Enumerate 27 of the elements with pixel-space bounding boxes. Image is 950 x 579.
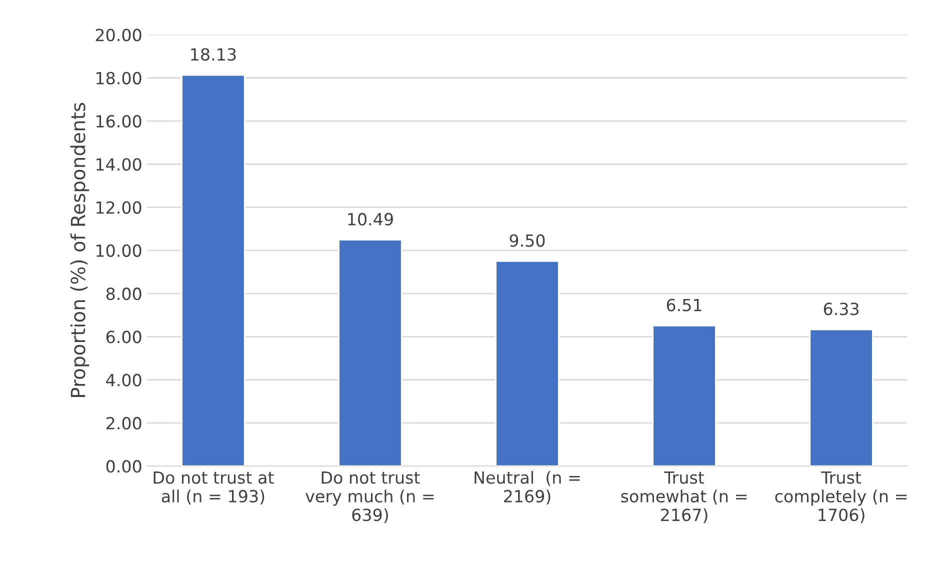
y-tick-label: 20.00	[96, 28, 142, 42]
bar	[652, 324, 716, 466]
data-label: 6.51	[666, 298, 702, 312]
bar	[338, 239, 402, 466]
y-tick-label: 2.00	[106, 416, 142, 430]
y-tick-label: 14.00	[96, 158, 142, 171]
y-tick-label: 10.00	[96, 244, 142, 257]
bar	[495, 260, 560, 466]
data-label: 18.13	[191, 48, 236, 61]
data-label: 6.33	[824, 302, 859, 316]
y-tick-label: 4.00	[106, 374, 142, 386]
x-tick-label: Do not trust very much (n = 639)	[306, 471, 434, 524]
data-label: 10.49	[348, 212, 393, 226]
x-tick-label: Neutral (n = 2169)	[474, 470, 580, 504]
y-tick-label: 8.00	[106, 288, 142, 300]
bar	[809, 328, 874, 466]
y-tick-label: 12.00	[96, 201, 142, 214]
y-axis-title: Proportion (%) of Respondents	[70, 102, 90, 397]
y-tick-label: 0.00	[106, 460, 142, 473]
y-tick-label: 18.00	[96, 72, 142, 84]
bar	[181, 74, 246, 466]
x-tick-label: Trust somewhat (n = 2167)	[621, 471, 746, 524]
x-tick-label: Trust completely (n = 1706)	[775, 471, 907, 524]
y-tick-label: 16.00	[96, 114, 142, 128]
x-tick-label: Do not trust at all (n = 193)	[154, 471, 274, 504]
y-tick-label: 6.00	[106, 330, 142, 344]
data-label: 9.50	[510, 234, 545, 247]
